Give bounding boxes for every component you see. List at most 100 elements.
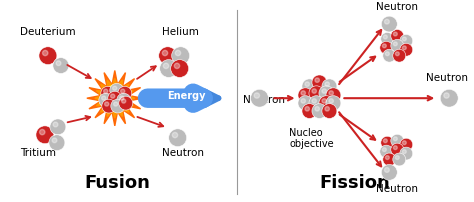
Circle shape (39, 47, 57, 65)
Circle shape (171, 60, 189, 77)
Circle shape (381, 33, 394, 45)
Polygon shape (95, 78, 135, 118)
Circle shape (400, 138, 413, 151)
Text: Deuterium: Deuterium (20, 27, 75, 37)
Circle shape (101, 96, 106, 100)
Text: Energy: Energy (167, 91, 206, 101)
Text: Neutron: Neutron (376, 184, 419, 194)
Circle shape (381, 16, 397, 32)
Text: Neutron: Neutron (426, 73, 468, 83)
Circle shape (312, 99, 317, 103)
Circle shape (102, 85, 128, 111)
Circle shape (381, 164, 397, 180)
Circle shape (298, 88, 313, 103)
Circle shape (383, 153, 396, 166)
Circle shape (302, 79, 317, 94)
Circle shape (43, 50, 48, 56)
Circle shape (251, 89, 268, 107)
Circle shape (49, 135, 65, 151)
Circle shape (102, 99, 116, 113)
Circle shape (391, 143, 404, 156)
Circle shape (380, 145, 393, 158)
Circle shape (383, 49, 396, 62)
Circle shape (315, 107, 319, 111)
Circle shape (319, 86, 334, 101)
Circle shape (118, 86, 132, 100)
Circle shape (391, 39, 404, 52)
Circle shape (383, 148, 386, 152)
Circle shape (122, 99, 126, 103)
Circle shape (315, 78, 319, 82)
Circle shape (113, 86, 117, 90)
Circle shape (172, 47, 190, 65)
Circle shape (108, 91, 122, 105)
Text: Neutron: Neutron (162, 147, 204, 158)
Circle shape (119, 96, 124, 100)
Circle shape (402, 141, 406, 145)
Circle shape (402, 150, 406, 154)
Text: Neutron: Neutron (243, 95, 284, 105)
Circle shape (114, 102, 118, 106)
Circle shape (309, 96, 324, 110)
Circle shape (254, 93, 260, 98)
Circle shape (325, 107, 329, 111)
Circle shape (329, 91, 333, 95)
Circle shape (402, 37, 406, 41)
Text: Nucleo
objective: Nucleo objective (290, 128, 334, 149)
Circle shape (119, 96, 133, 110)
Circle shape (383, 35, 387, 39)
Circle shape (400, 147, 413, 160)
Circle shape (393, 146, 397, 150)
Circle shape (117, 93, 131, 107)
Circle shape (395, 52, 399, 56)
Circle shape (39, 129, 45, 135)
Circle shape (312, 89, 317, 93)
Circle shape (391, 29, 404, 42)
Polygon shape (87, 70, 143, 126)
Text: Fusion: Fusion (85, 174, 151, 192)
Circle shape (301, 99, 305, 103)
Circle shape (395, 156, 399, 160)
Circle shape (120, 89, 125, 93)
Circle shape (393, 49, 406, 62)
Circle shape (52, 138, 57, 143)
Circle shape (319, 96, 334, 110)
Circle shape (402, 46, 406, 50)
Circle shape (36, 126, 54, 144)
Circle shape (160, 60, 178, 77)
Circle shape (305, 107, 310, 111)
FancyArrowPatch shape (147, 93, 203, 103)
Circle shape (110, 94, 115, 98)
Circle shape (440, 89, 458, 107)
Circle shape (393, 42, 397, 46)
Circle shape (322, 99, 327, 103)
Circle shape (110, 83, 124, 97)
Circle shape (393, 137, 397, 141)
Circle shape (111, 99, 125, 113)
Text: Fission: Fission (319, 174, 390, 192)
Circle shape (53, 122, 58, 127)
Circle shape (385, 156, 389, 160)
Circle shape (326, 96, 341, 110)
Circle shape (312, 75, 327, 90)
Circle shape (162, 50, 168, 56)
Circle shape (175, 50, 181, 56)
Circle shape (325, 82, 329, 86)
Circle shape (393, 32, 397, 36)
Circle shape (384, 19, 389, 24)
Circle shape (312, 104, 327, 118)
Circle shape (393, 153, 406, 166)
Circle shape (164, 63, 169, 68)
Circle shape (105, 102, 109, 106)
Circle shape (322, 104, 337, 118)
Circle shape (309, 86, 324, 101)
Circle shape (380, 41, 393, 54)
Circle shape (400, 43, 413, 56)
Circle shape (56, 61, 61, 66)
Circle shape (99, 93, 113, 107)
Circle shape (329, 99, 333, 103)
Circle shape (384, 168, 389, 172)
Circle shape (172, 132, 178, 138)
Circle shape (400, 34, 413, 47)
Circle shape (174, 63, 180, 68)
